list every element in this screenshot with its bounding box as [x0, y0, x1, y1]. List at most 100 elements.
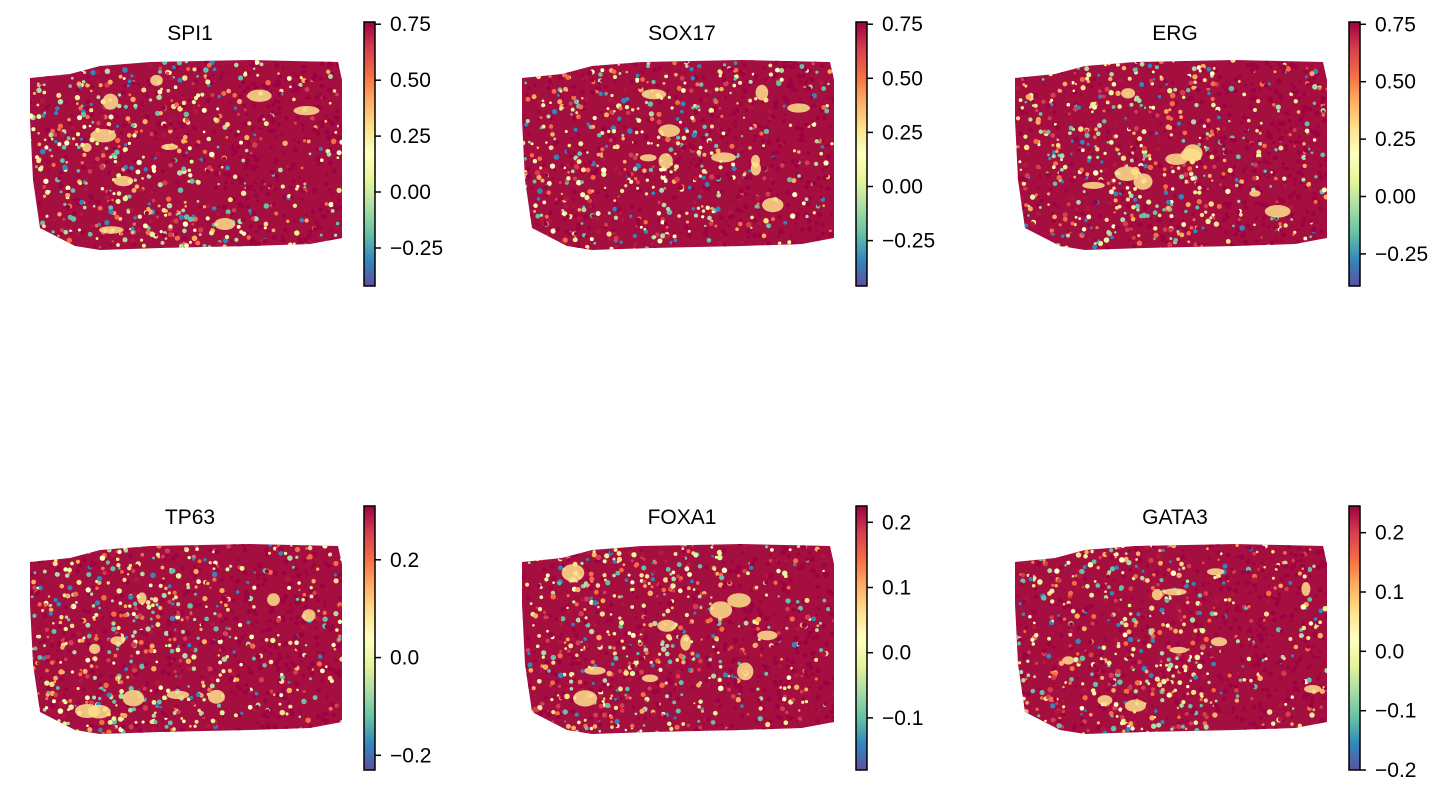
cell-spot — [1304, 128, 1310, 134]
cell-spot — [333, 578, 339, 584]
cell-spot — [52, 622, 55, 625]
cell-spot — [116, 191, 122, 196]
cell-spot — [131, 663, 137, 669]
cell-spot — [584, 575, 588, 579]
cell-spot — [262, 663, 267, 668]
cell-spot — [1280, 97, 1284, 101]
cell-spot — [1059, 153, 1065, 159]
cell-spot — [656, 143, 660, 147]
cell-spot — [714, 224, 718, 228]
cell-spot — [63, 605, 68, 610]
cell-spot — [121, 90, 127, 96]
cell-spot — [1095, 147, 1100, 152]
cell-spot — [328, 706, 333, 711]
cell-spot — [1016, 175, 1022, 181]
cell-spot — [1225, 188, 1231, 195]
cell-spot — [697, 594, 702, 599]
cell-spot — [1056, 205, 1060, 209]
cell-spot — [1181, 219, 1185, 222]
cell-spot — [75, 559, 80, 564]
cell-spot — [603, 222, 609, 227]
cell-spot — [1296, 228, 1300, 231]
cell-spot — [207, 245, 212, 249]
cell-spot — [1084, 132, 1090, 138]
cell-spot — [796, 63, 799, 67]
cell-spot — [217, 182, 220, 186]
cell-spot — [303, 237, 309, 242]
cell-spot — [100, 187, 105, 191]
cell-spot — [309, 586, 313, 590]
cell-spot — [146, 721, 149, 725]
cell-spot — [1047, 183, 1050, 186]
cell-spot — [109, 552, 116, 558]
cell-spot — [158, 126, 162, 130]
cell-spot — [154, 233, 158, 237]
cell-spot — [1143, 106, 1147, 110]
cell-spot — [1051, 165, 1056, 170]
cell-spot — [612, 231, 617, 236]
cell-spot — [551, 575, 557, 581]
cell-spot — [659, 682, 665, 688]
cell-spot — [156, 699, 162, 705]
lumen-region — [161, 143, 179, 150]
cell-spot — [765, 191, 771, 197]
cell-spot — [541, 103, 546, 108]
cell-spot — [657, 661, 661, 664]
colorbar-gradient — [364, 506, 375, 770]
cell-spot — [522, 246, 527, 250]
cell-spot — [820, 63, 825, 68]
cell-spot — [269, 619, 273, 623]
cell-spot — [1277, 128, 1282, 132]
cell-spot — [198, 204, 202, 209]
cell-spot — [1175, 92, 1179, 95]
cell-spot — [305, 730, 309, 734]
cell-spot — [783, 220, 788, 225]
cell-spot — [740, 175, 744, 180]
cell-spot — [569, 67, 573, 71]
cell-spot — [1162, 79, 1168, 84]
cell-spot — [1195, 180, 1201, 187]
cell-spot — [198, 233, 202, 237]
cell-spot — [308, 229, 313, 234]
cell-spot — [525, 167, 530, 172]
cell-spot — [254, 60, 260, 65]
cell-spot — [332, 133, 335, 137]
cell-spot — [67, 567, 72, 573]
cell-spot — [714, 647, 719, 652]
cell-spot — [557, 94, 560, 97]
cell-spot — [522, 574, 527, 580]
cell-spot — [524, 122, 529, 127]
cell-spot — [59, 677, 65, 682]
cell-spot — [647, 141, 650, 145]
cell-spot — [249, 634, 255, 640]
cell-spot — [70, 632, 76, 638]
cell-spot — [785, 657, 790, 662]
cell-spot — [650, 142, 653, 145]
cell-spot — [1179, 89, 1186, 96]
cell-spot — [791, 177, 797, 184]
cell-spot — [757, 233, 762, 238]
cell-spot — [1039, 198, 1045, 204]
cell-spot — [1242, 200, 1247, 205]
cell-spot — [209, 230, 214, 236]
cell-spot — [140, 552, 145, 557]
cell-spot — [591, 61, 595, 65]
cell-spot — [1216, 115, 1221, 120]
cell-spot — [30, 544, 33, 549]
cell-spot — [132, 133, 137, 138]
cell-spot — [812, 181, 818, 187]
cell-spot — [1251, 168, 1257, 173]
cell-spot — [164, 213, 168, 217]
cell-spot — [321, 213, 328, 220]
cell-spot — [593, 241, 597, 245]
cell-spot — [167, 661, 173, 668]
cell-spot — [832, 619, 834, 623]
cell-spot — [257, 578, 260, 581]
cell-spot — [525, 119, 530, 124]
cell-spot — [184, 243, 189, 249]
cell-spot — [563, 104, 566, 108]
cell-spot — [727, 114, 731, 117]
cell-spot — [1172, 125, 1176, 129]
cell-spot — [172, 643, 178, 648]
cell-spot — [317, 121, 321, 125]
